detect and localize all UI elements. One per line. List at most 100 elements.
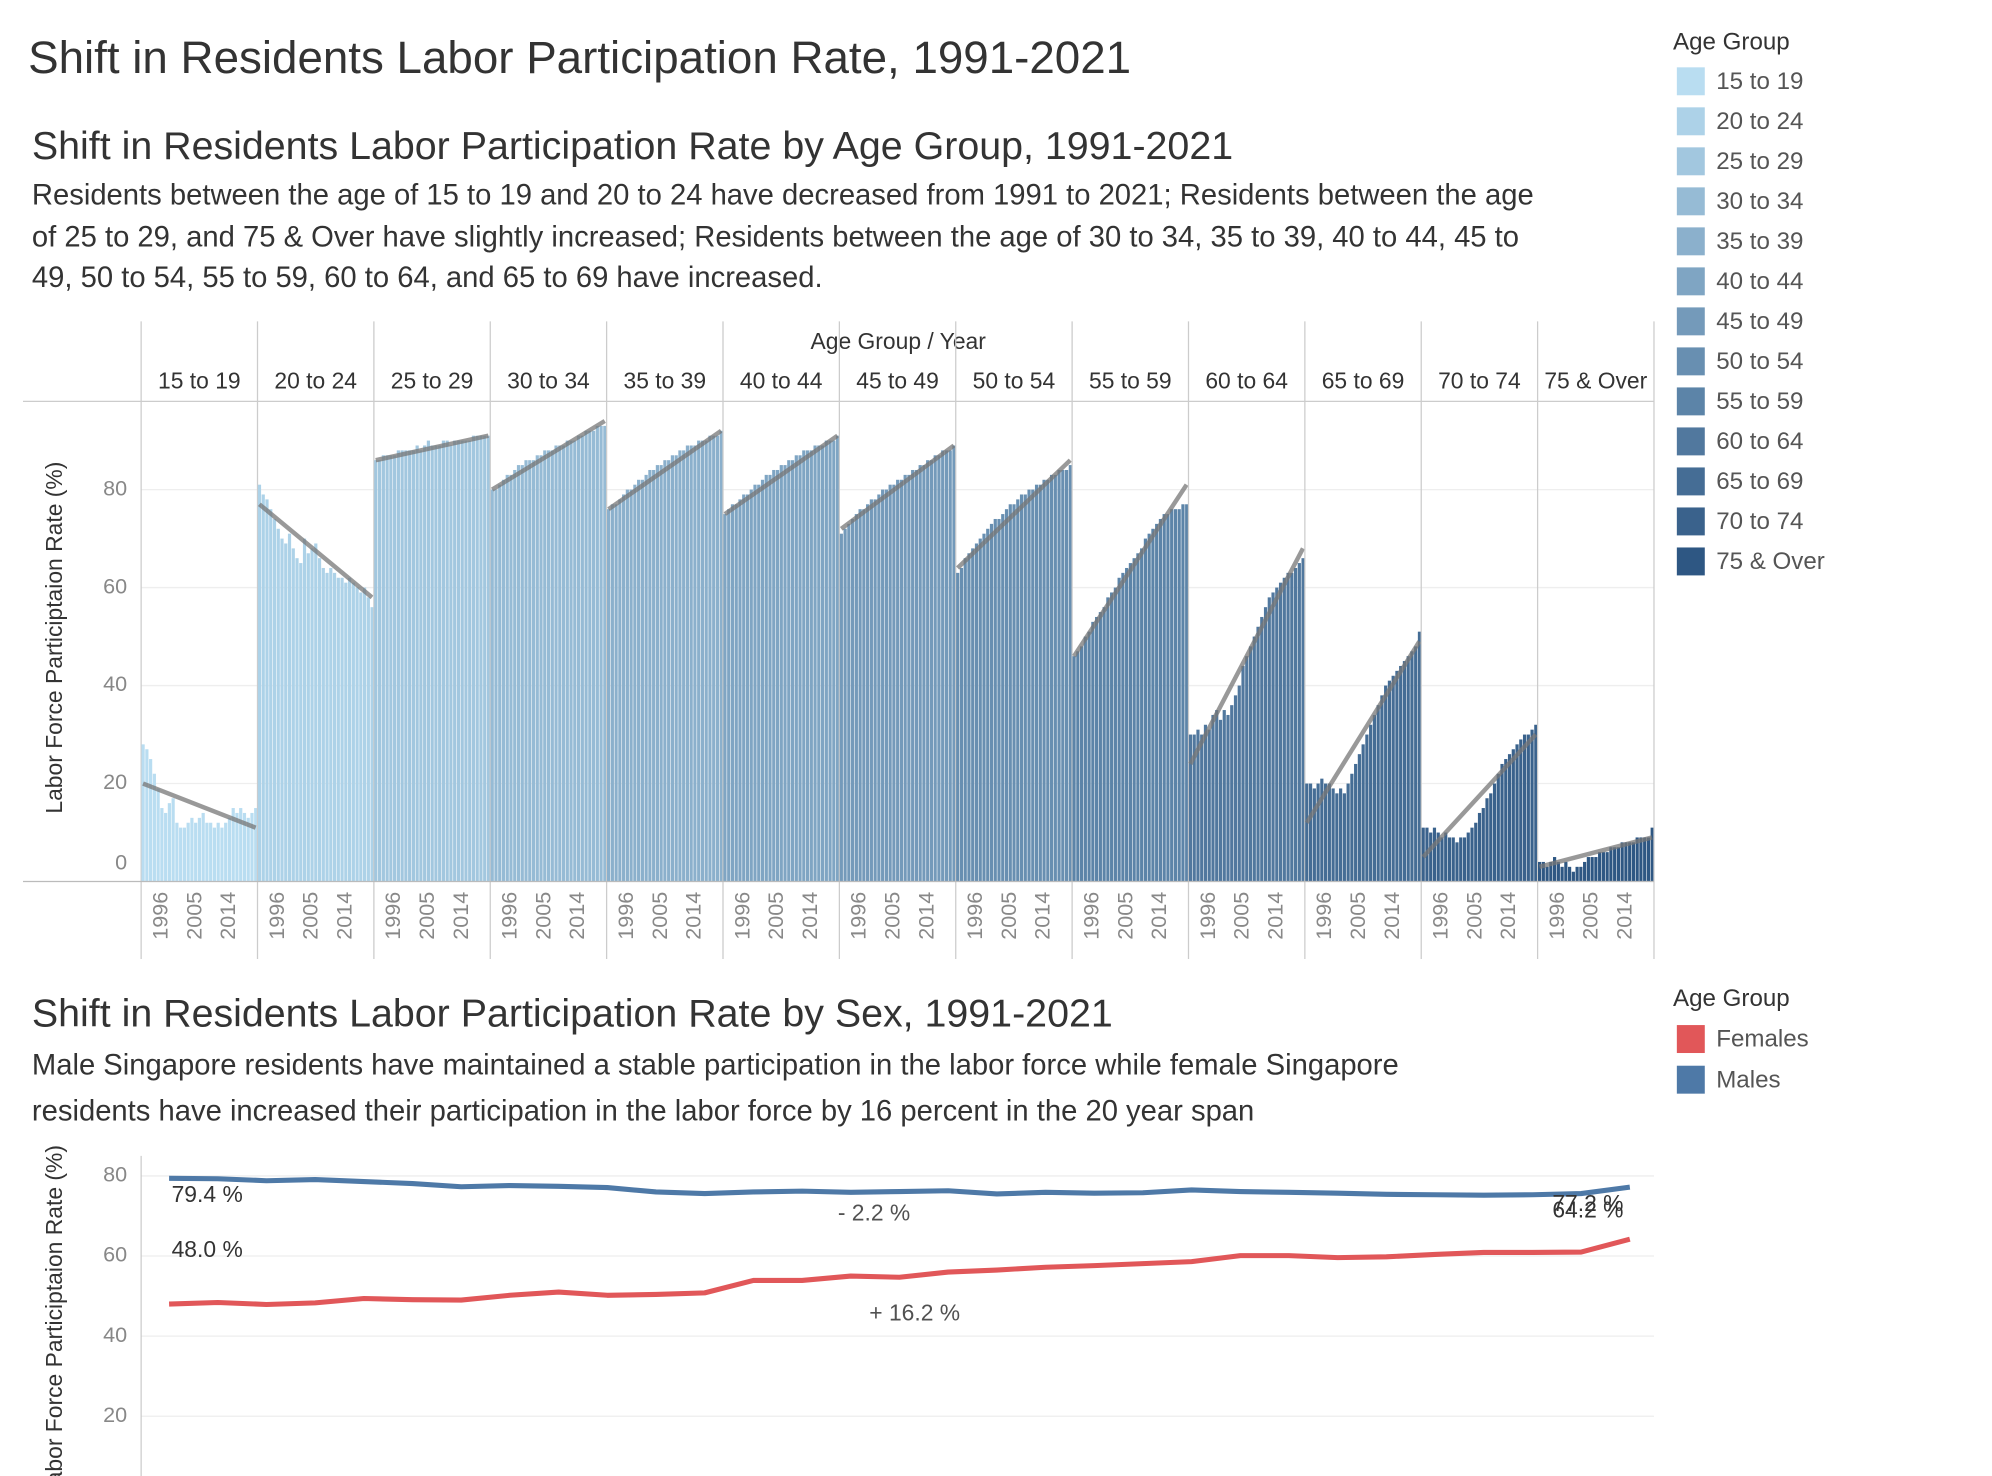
bar [546, 450, 551, 882]
bar [1639, 837, 1643, 882]
legend-swatch [1676, 347, 1705, 376]
bar [633, 484, 637, 882]
bar [670, 455, 675, 882]
bar [494, 489, 498, 882]
bar [1132, 558, 1136, 882]
legend-label: 45 to 49 [1716, 308, 1803, 335]
x-tick-label: 2005 [1345, 892, 1370, 940]
legend-label: 35 to 39 [1716, 228, 1803, 255]
line [169, 1236, 1631, 1308]
bar [261, 494, 265, 882]
x-tick-label: 2014 [1495, 892, 1520, 940]
bar [952, 445, 956, 882]
bar [899, 479, 904, 882]
trend-line [1538, 835, 1653, 869]
bar [986, 528, 990, 882]
bar [652, 469, 656, 882]
trend-line [257, 502, 374, 600]
x-tick-label: 2014 [1612, 892, 1637, 940]
bar [1598, 852, 1602, 882]
bar [1087, 631, 1091, 882]
bar [310, 548, 314, 882]
legend-label: 30 to 34 [1716, 188, 1803, 215]
bar [1215, 710, 1219, 882]
bar [573, 440, 577, 882]
panel-label: 15 to 19 [158, 367, 241, 393]
legend-swatch [1676, 107, 1705, 136]
bar [1278, 582, 1283, 882]
bar [1320, 778, 1324, 882]
y-tick-label: 20 [103, 769, 127, 794]
bar [1125, 567, 1129, 882]
trend-line [490, 419, 606, 492]
bar [1414, 646, 1418, 882]
panel-label: 65 to 69 [1322, 367, 1405, 393]
x-tick-label: 2005 [1461, 892, 1486, 940]
x-tick-label: 2005 [1578, 892, 1603, 940]
bar [201, 812, 205, 882]
bar [1432, 827, 1437, 882]
bar [381, 455, 385, 882]
bar [152, 773, 156, 882]
bar [1173, 509, 1178, 882]
bar [1327, 783, 1331, 882]
bar [561, 445, 566, 882]
bar [843, 528, 847, 882]
x-tick-label: 2005 [763, 892, 788, 940]
bar [449, 445, 453, 882]
bar [269, 509, 273, 882]
bar [1451, 837, 1455, 882]
bar [483, 435, 487, 882]
bar [719, 430, 723, 882]
bar [1459, 837, 1463, 882]
bar [475, 435, 479, 882]
bar [682, 450, 686, 882]
bar [1387, 680, 1392, 882]
bar [764, 474, 768, 882]
legend-title: Age Group [1673, 29, 1790, 56]
chart-title: Shift in Residents Labor Participation R… [32, 992, 1113, 1036]
bar [625, 489, 629, 882]
description: Residents between the age of 15 to 19 an… [32, 180, 1534, 212]
bar [926, 460, 930, 882]
bar [190, 817, 194, 882]
bar [967, 553, 971, 882]
bar [929, 460, 934, 882]
bar [1354, 763, 1358, 882]
bar [479, 435, 483, 882]
bar [1537, 861, 1542, 882]
bar [911, 469, 915, 882]
x-tick-label: 1996 [613, 892, 638, 940]
bar [531, 460, 536, 882]
bar [426, 440, 431, 882]
x-tick-label: 2014 [797, 892, 822, 940]
y-axis-title: Labor Force Participtaion Rate (%) [41, 462, 67, 814]
bar [1613, 847, 1617, 882]
bar [250, 812, 254, 882]
bar [528, 460, 532, 882]
bar [370, 607, 374, 882]
bar [419, 450, 423, 882]
bar [385, 455, 389, 882]
bar [179, 827, 183, 882]
bar [614, 504, 618, 882]
x-tick-label: 2014 [448, 892, 473, 940]
bar [1455, 842, 1459, 882]
bar [186, 822, 190, 882]
bar [1342, 793, 1346, 882]
bar [1095, 616, 1099, 882]
bar [175, 822, 179, 882]
bar [1335, 793, 1339, 882]
bar [400, 450, 404, 882]
bar [580, 435, 584, 882]
bar [1594, 857, 1598, 882]
bar [1552, 857, 1557, 882]
bar [959, 567, 964, 882]
bar [1440, 837, 1444, 882]
bar [1376, 705, 1380, 882]
bar [456, 440, 461, 882]
bar [809, 450, 813, 882]
bar [1170, 509, 1174, 882]
bar [164, 812, 168, 882]
